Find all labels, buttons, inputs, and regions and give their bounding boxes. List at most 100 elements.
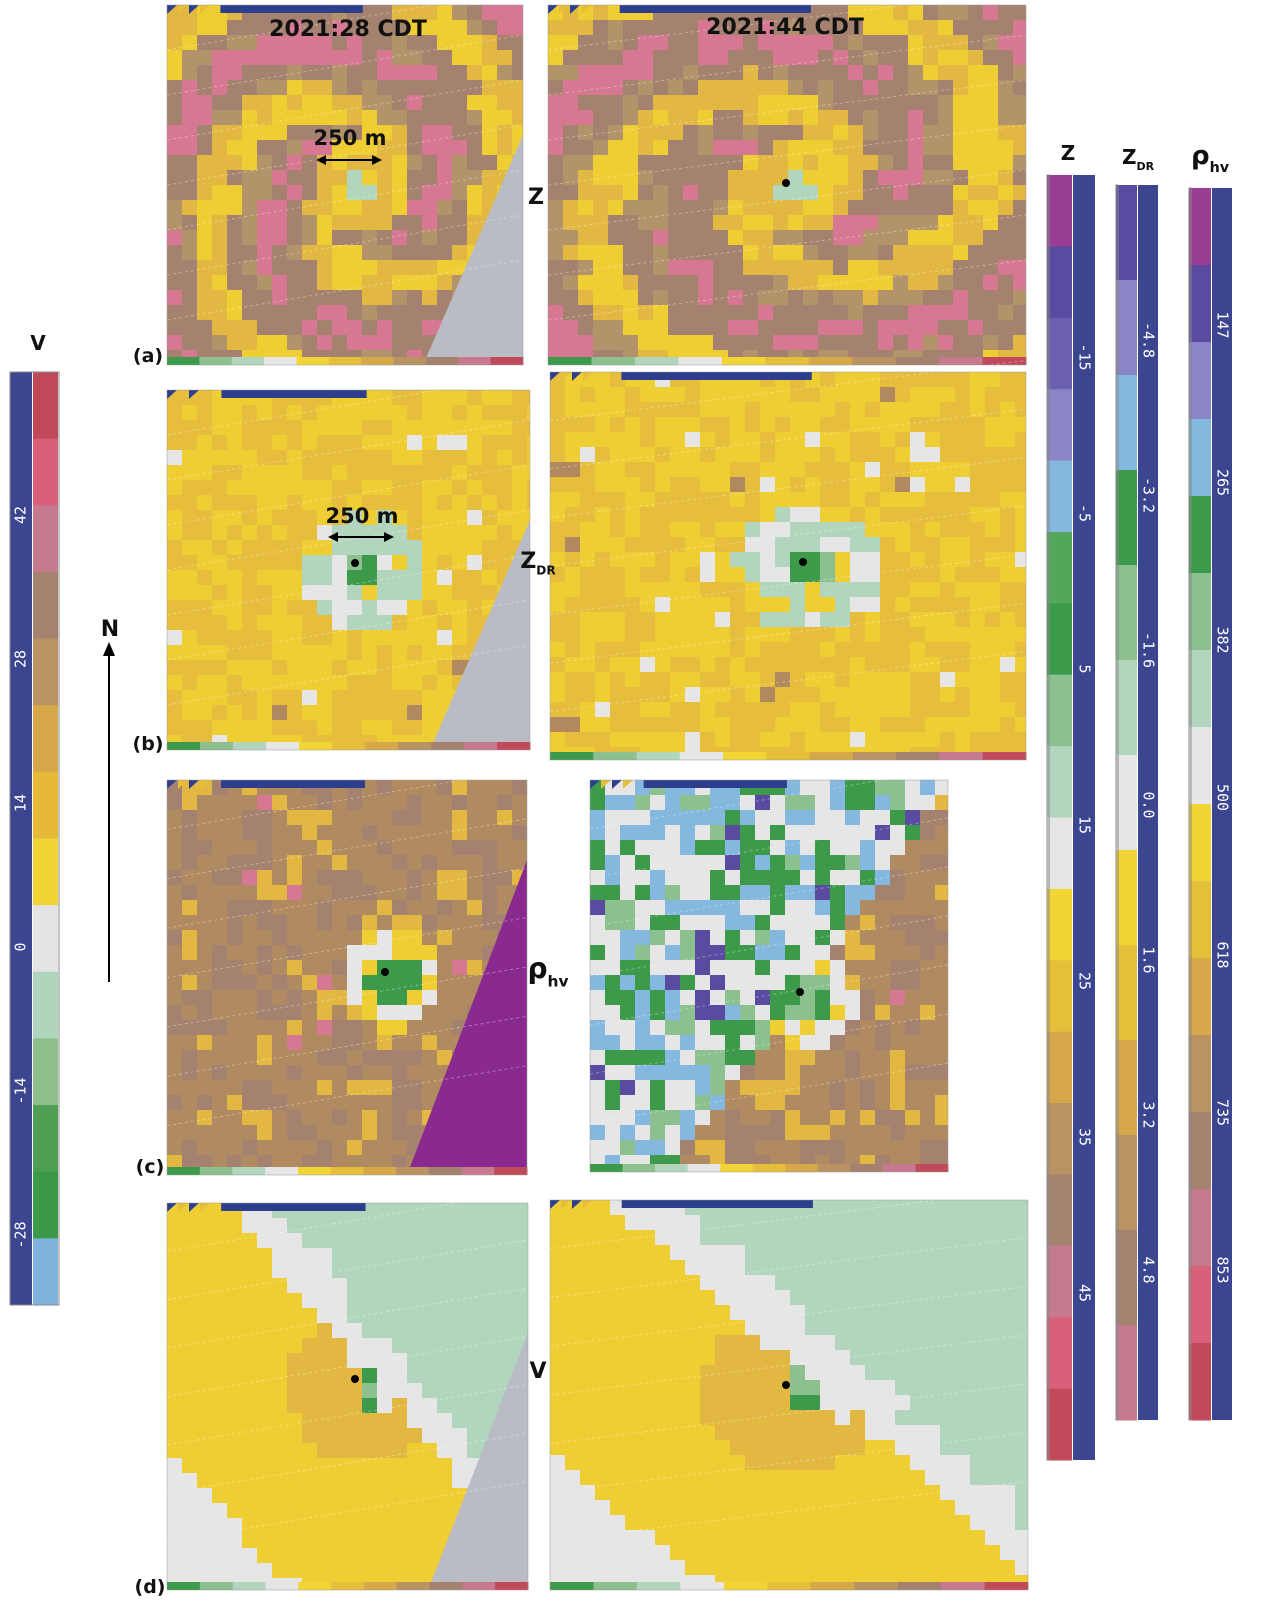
radar-pixel [317, 1005, 332, 1020]
panel-color-strip [983, 357, 1027, 365]
radar-pixel [998, 65, 1013, 80]
radar-pixel [605, 810, 620, 825]
radar-pixel [850, 402, 865, 417]
radar-pixel [302, 1005, 317, 1020]
radar-pixel [775, 537, 790, 552]
radar-pixel [875, 990, 890, 1005]
radar-pixel [227, 945, 242, 960]
panel-color-strip [233, 742, 267, 750]
radar-pixel [925, 732, 940, 747]
radar-pixel [317, 1413, 332, 1428]
radar-pixel [407, 1050, 422, 1065]
radar-pixel [377, 570, 392, 585]
radar-pixel [713, 125, 728, 140]
radar-pixel [392, 185, 407, 200]
radar-pixel [935, 945, 948, 960]
radar-pixel [668, 50, 683, 65]
radar-pixel [890, 885, 905, 900]
radar-pixel [770, 900, 785, 915]
radar-pixel [925, 507, 940, 522]
radar-pixel [920, 825, 935, 840]
radar-pixel [407, 720, 422, 735]
radar-pixel [212, 1443, 227, 1458]
radar-pixel [317, 540, 332, 555]
panel-color-strip [766, 752, 810, 760]
radar-pixel [287, 1368, 302, 1383]
radar-pixel [302, 275, 317, 290]
radar-pixel [167, 1428, 182, 1443]
radar-pixel [938, 140, 953, 155]
radar-pixel [347, 945, 362, 960]
radar-pixel [805, 597, 820, 612]
radar-pixel [1015, 462, 1026, 477]
radar-pixel [332, 660, 347, 675]
radar-pixel [923, 110, 938, 125]
radar-pixel [710, 1110, 725, 1125]
radar-pixel [803, 215, 818, 230]
radar-pixel [377, 690, 392, 705]
radar-pixel [998, 20, 1013, 35]
radar-pixel [182, 1443, 197, 1458]
radar-pixel [715, 717, 730, 732]
radar-pixel [910, 462, 925, 477]
radar-pixel [935, 1140, 948, 1155]
radar-pixel [785, 870, 800, 885]
radar-pixel [287, 405, 302, 420]
radar-pixel [940, 567, 955, 582]
radar-pixel [920, 885, 935, 900]
radar-pixel [710, 1140, 725, 1155]
radar-pixel [908, 125, 923, 140]
radar-pixel [437, 405, 452, 420]
radar-pixel [482, 930, 497, 945]
radar-pixel [820, 522, 835, 537]
radar-pixel [760, 612, 775, 627]
radar-pixel [287, 1308, 302, 1323]
radar-pixel [620, 900, 635, 915]
radar-pixel [227, 555, 242, 570]
radar-pixel [770, 975, 785, 990]
radar-pixel [362, 870, 377, 885]
radar-pixel [850, 417, 865, 432]
radar-pixel [257, 990, 272, 1005]
radar-pixel [227, 405, 242, 420]
radar-pixel [362, 290, 377, 305]
radar-pixel [715, 612, 730, 627]
radar-pixel [548, 20, 563, 35]
radar-pixel [362, 1533, 377, 1548]
radar-pixel [362, 1095, 377, 1110]
radar-pixel [563, 185, 578, 200]
radar-pixel [815, 810, 830, 825]
radar-pixel [593, 80, 608, 95]
radar-pixel [392, 170, 407, 185]
radar-pixel [1013, 200, 1026, 215]
radar-pixel [848, 155, 863, 170]
radar-pixel [938, 155, 953, 170]
radar-pixel [800, 1005, 815, 1020]
radar-pixel [743, 185, 758, 200]
radar-pixel [880, 717, 895, 732]
radar-pixel [955, 702, 970, 717]
radar-pixel [167, 720, 182, 735]
radar-pixel [835, 642, 850, 657]
radar-pixel [970, 597, 985, 612]
radar-pixel [362, 795, 377, 810]
radar-pixel [452, 450, 467, 465]
radar-pixel [790, 417, 805, 432]
radar-pixel [302, 1338, 317, 1353]
radar-pixel [623, 50, 638, 65]
radar-pixel [863, 260, 878, 275]
radar-pixel [865, 597, 880, 612]
radar-pixel [713, 65, 728, 80]
radar-pixel [595, 567, 610, 582]
radar-pixel [1000, 552, 1015, 567]
radar-pixel [743, 200, 758, 215]
radar-pixel [695, 930, 710, 945]
radar-pixel [668, 155, 683, 170]
radar-pixel [968, 20, 983, 35]
radar-pixel [257, 945, 272, 960]
radar-pixel [512, 795, 527, 810]
radar-pixel [910, 687, 925, 702]
radar-pixel [392, 690, 407, 705]
radar-pixel [422, 420, 437, 435]
radar-pixel [467, 200, 482, 215]
